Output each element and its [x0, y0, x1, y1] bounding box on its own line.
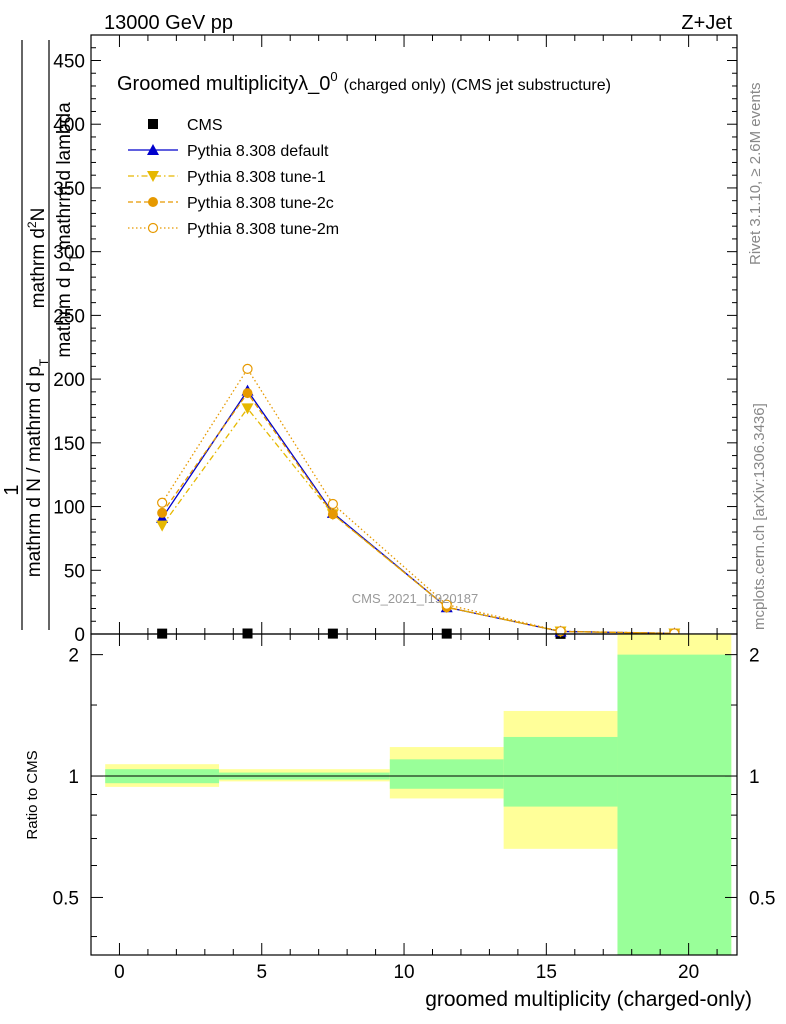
xtick-label: 0 — [114, 962, 125, 983]
rivet-label: Rivet 3.1.10, ≥ 2.6M events — [747, 83, 764, 266]
chart-title: Groomed multiplicityλ_00 (charged only) (C… — [117, 69, 611, 95]
ylabel-den: mathrm d p — [54, 262, 75, 358]
series-line — [161, 392, 675, 635]
x-axis-label: groomed multiplicity (charged-only) — [425, 988, 752, 1011]
legend-label: Pythia 8.308 tune-2m — [187, 221, 339, 238]
main-panel: 0 50 100 150 200 250 300 350 400 450 CMS_2021_I19… — [53, 34, 738, 646]
ytick-label: 400 — [53, 115, 85, 136]
ratio-panel: 0.5 0.5 1 1 2 2 0 5 10 15 20 — [53, 633, 775, 983]
ylabel-den-b: mathrm d pTmathrm d lambda — [54, 102, 81, 358]
ratio-ytick-label: 2 — [68, 646, 79, 667]
ytick-label: 150 — [53, 434, 85, 455]
main-ylabel: 1 mathrm d2N mathrm d N / mathrm d pT ma… — [1, 40, 81, 630]
ratio-band-inner — [617, 654, 732, 955]
xtick-label: 10 — [393, 962, 414, 983]
ratio-ytick-label-right: 0.5 — [749, 888, 775, 909]
legend-item: CMS — [148, 117, 223, 134]
ratio-xticks: 0 5 10 15 20 — [90, 634, 718, 983]
watermark: CMS_2021_I1920187 — [352, 591, 479, 606]
ylabel-top: 1 — [1, 484, 23, 495]
xtick-label: 5 — [256, 962, 267, 983]
ytick-label: 350 — [53, 179, 85, 200]
xtick-label: 15 — [536, 962, 557, 983]
ylabel-den-tail: mathrm d lambda — [54, 102, 75, 250]
header-right: Z+Jet — [681, 12, 732, 34]
ytick-label: 50 — [64, 561, 85, 582]
legend-label: Pythia 8.308 tune-1 — [187, 169, 326, 186]
title-main: Groomed multiplicityλ_0 — [117, 73, 330, 95]
main-xticks — [90, 35, 718, 634]
ratio-ytick-label: 0.5 — [53, 888, 79, 909]
title-sup: 0 — [330, 69, 337, 84]
legend-label: Pythia 8.308 default — [187, 143, 329, 160]
title-small: (charged only) — [344, 77, 446, 94]
legend-label: Pythia 8.308 tune-2c — [187, 195, 334, 212]
legend: CMS Pythia 8.308 default Pythia 8.308 tune… — [128, 117, 339, 238]
data-point — [157, 497, 168, 508]
main-series-group — [156, 363, 681, 640]
mcplots-label: mcplots.cern.ch [arXiv:1306.3436] — [751, 403, 768, 630]
ratio-ytick-label-right: 1 — [749, 767, 760, 788]
ytick-label: 100 — [53, 498, 85, 519]
data-point — [241, 403, 254, 415]
ytick-label: 200 — [53, 370, 85, 391]
legend-item: Pythia 8.308 default — [128, 143, 329, 160]
data-point — [242, 363, 253, 375]
ylabel-num-a: mathrm d — [28, 228, 49, 308]
ylabel-bottom-sub: T — [37, 358, 51, 366]
ratio-band-inner — [389, 759, 504, 789]
ylabel-num-sup: 2 — [25, 221, 39, 228]
header-left: 13000 GeV pp — [104, 12, 233, 34]
data-point — [157, 507, 168, 518]
data-point — [327, 509, 338, 520]
legend-marker — [148, 119, 158, 129]
ratio-ytick-label: 1 — [68, 767, 79, 788]
legend-item: Pythia 8.308 tune-1 — [128, 169, 326, 186]
data-point — [156, 520, 169, 532]
ylabel-num-tail: N — [28, 208, 49, 222]
legend-item: Pythia 8.308 tune-2c — [128, 195, 334, 212]
ytick-label: 450 — [53, 51, 85, 72]
legend-label: CMS — [187, 117, 223, 134]
legend-marker — [147, 144, 159, 155]
data-point — [327, 498, 338, 510]
legend-marker — [147, 171, 159, 182]
ytick-label: 0 — [74, 625, 85, 646]
legend-marker — [148, 197, 158, 207]
ytick-label: 300 — [53, 243, 85, 264]
ylabel-den-sub: T — [67, 254, 81, 262]
ratio-yticks: 0.5 0.5 1 1 2 2 — [53, 646, 775, 938]
main-yticks: 0 50 100 150 200 250 300 350 400 450 — [53, 34, 737, 646]
ratio-ylabel: Ratio to CMS — [24, 750, 41, 839]
ylabel-numerator: mathrm d2N — [25, 208, 49, 309]
ratio-ytick-label-right: 2 — [749, 646, 760, 667]
legend-item: Pythia 8.308 tune-2m — [128, 221, 339, 238]
ylabel-bottom: mathrm d N / mathrm d p — [24, 366, 45, 577]
data-point — [242, 388, 253, 399]
ratio-band-inner — [503, 736, 618, 807]
ratio-bands — [105, 634, 732, 955]
xtick-label: 20 — [678, 962, 699, 983]
ytick-label: 250 — [53, 306, 85, 327]
series-line — [161, 367, 675, 635]
ylabel-den-a: mathrm d N / mathrm d pT — [24, 358, 51, 577]
data-point — [441, 599, 452, 610]
legend-marker — [147, 222, 159, 234]
title-rest: (CMS jet substructure) — [451, 77, 611, 94]
